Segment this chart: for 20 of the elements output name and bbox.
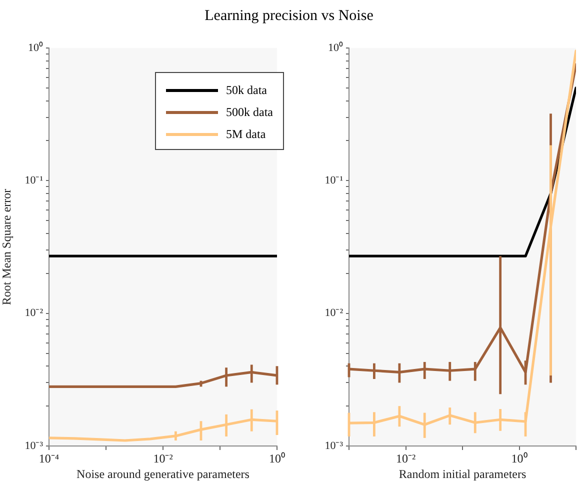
x-axis-title: Noise around generative parameters [76,466,250,481]
legend-label: 50k data [226,82,267,98]
x-tick-label: 10⁻² [153,451,174,466]
y-axis-title: Root Mean Square error [0,188,14,306]
chart-title: Learning precision vs Noise [204,8,374,25]
x-tick-label: 10⁰ [511,451,528,466]
y-tick-label: 10⁻¹ [24,174,43,187]
y-tick-label: 10⁻³ [324,440,344,452]
legend-label: 500k data [226,104,273,120]
x-tick-label: 10⁰ [269,451,285,466]
y-tick-label: 10⁻² [24,307,44,320]
y-tick-label: 10⁻¹ [324,174,343,187]
y-tick-label: 10⁻³ [24,440,44,452]
y-tick-label: 10⁰ [328,40,343,54]
y-tick-label: 10⁰ [28,40,43,54]
legend-label: 5M data [226,126,266,142]
x-tick-label: 10⁻⁴ [38,451,60,466]
x-tick-label: 10⁻² [396,451,416,466]
x-axis-title: Random initial parameters [398,466,526,481]
y-tick-label: 10⁻² [324,307,344,320]
